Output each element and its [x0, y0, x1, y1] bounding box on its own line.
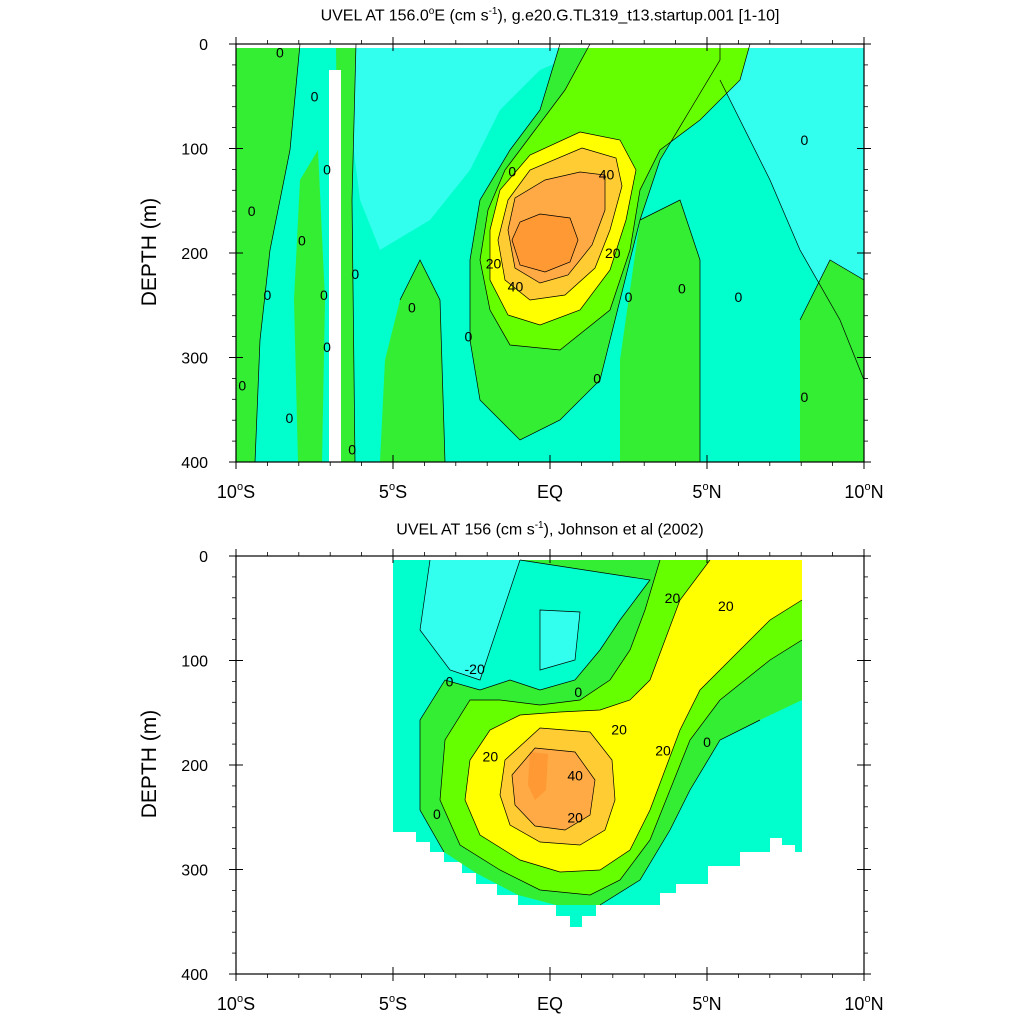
top-contour-label: 0 [264, 287, 272, 303]
bottom-contour-label: 20 [718, 598, 734, 614]
fill-region-bottom-cyan2 [540, 610, 580, 670]
top-contour-label: 0 [238, 378, 246, 394]
top-contour-label: 40 [508, 278, 524, 294]
fill-region-green-far-east [800, 260, 864, 462]
bottom-contour-label: 0 [446, 673, 454, 689]
top-xtick-label: 10oN [844, 481, 883, 502]
top-ytick-label: 300 [181, 351, 208, 368]
bottom-contour-fills [393, 560, 802, 927]
top-contour-label: 0 [593, 370, 601, 386]
top-xtick-label: 10oS [217, 481, 255, 502]
bottom-chart-title: UVEL AT 156 (cm s-1), Johnson et al (200… [396, 520, 704, 539]
bottom-ytick-label: 400 [181, 967, 208, 984]
top-contour-label: 0 [323, 339, 331, 355]
bottom-ytick-label: 200 [181, 758, 208, 775]
fill-region-green-strip2 [294, 150, 325, 462]
bottom-contour-label: -20 [465, 661, 485, 677]
bottom-contour-label: 20 [611, 721, 627, 737]
bottom-xtick-label: 10oS [217, 993, 255, 1014]
missing-data-column [329, 70, 341, 462]
top-xtick-label: 5oS [379, 481, 407, 502]
fill-region-green-left [236, 44, 300, 462]
bottom-contour-label: 0 [703, 734, 711, 750]
top-xtick-label: EQ [537, 482, 563, 502]
bottom-ytick-label: 100 [181, 654, 208, 671]
fill-region-cyan-west [350, 44, 600, 250]
top-contour-label: 20 [605, 245, 621, 261]
bottom-contour-label: 20 [665, 590, 681, 606]
top-contour-lines [254, 44, 864, 462]
top-contour-label: 0 [285, 410, 293, 426]
bottom-contour-label: 0 [433, 806, 441, 822]
top-contour-label: 0 [311, 88, 319, 104]
top-contour-label: 0 [625, 289, 633, 305]
fill-region-darkorange [512, 214, 578, 272]
top-ytick-label: 400 [181, 455, 208, 472]
fill-region-bottom-cyan1 [420, 560, 520, 680]
top-contour-label: 0 [351, 266, 359, 282]
top-contour-label: 0 [276, 44, 284, 60]
top-contour-label: 0 [800, 132, 808, 148]
top-contour-label: 0 [348, 441, 356, 457]
top-ytick-label: 100 [181, 142, 208, 159]
bottom-xtick-label: EQ [537, 994, 563, 1014]
contour-value-labels: 0 0 0 0 0 0 0 0 0 0 0 0 0 0 0 0 0 0 0 0 0 40 40 20 20 20 20 -20 0 0 20… [238, 44, 808, 825]
top-contour-label: 0 [678, 281, 686, 297]
top-contour-label: 0 [508, 163, 516, 179]
bottom-xtick-label: 5oS [379, 993, 407, 1014]
fill-region-bottom-darkorange [528, 752, 548, 800]
top-contour-label: 0 [298, 232, 306, 248]
top-contour-label: 40 [599, 167, 615, 183]
top-xtick-label: 5oN [692, 481, 721, 502]
bottom-contour-label: 20 [483, 749, 499, 765]
bottom-contour-label: 40 [567, 767, 583, 783]
bottom-ytick-label: 300 [181, 863, 208, 880]
top-contour-label: 0 [320, 287, 328, 303]
top-contour-label: 0 [735, 289, 743, 305]
top-contour-label: 0 [408, 299, 416, 315]
top-contour-label: 0 [248, 203, 256, 219]
top-contour-fills [236, 44, 864, 462]
fill-region-green-southeast [380, 260, 445, 462]
bottom-ytick-label: 0 [199, 549, 208, 566]
top-contour-label: 0 [464, 329, 472, 345]
top-contour-label: 0 [800, 389, 808, 405]
fill-region-green-east [620, 200, 700, 462]
bottom-contour-label: 0 [574, 684, 582, 700]
bottom-contour-label: 20 [567, 809, 583, 825]
top-contour-label: 20 [486, 255, 502, 271]
top-ytick-label: 200 [181, 246, 208, 263]
top-chart-title: UVEL AT 156.0oE (cm s-1), g.e20.G.TL319_… [320, 6, 780, 25]
bottom-contour-label: 20 [655, 742, 671, 758]
top-contour-label: 0 [323, 161, 331, 177]
bottom-xtick-label: 5oN [692, 993, 721, 1014]
axis-ticks [229, 37, 871, 981]
top-ytick-label: 0 [199, 37, 208, 54]
bottom-xtick-label: 10oN [844, 993, 883, 1014]
bottom-contour-lines [419, 559, 803, 906]
